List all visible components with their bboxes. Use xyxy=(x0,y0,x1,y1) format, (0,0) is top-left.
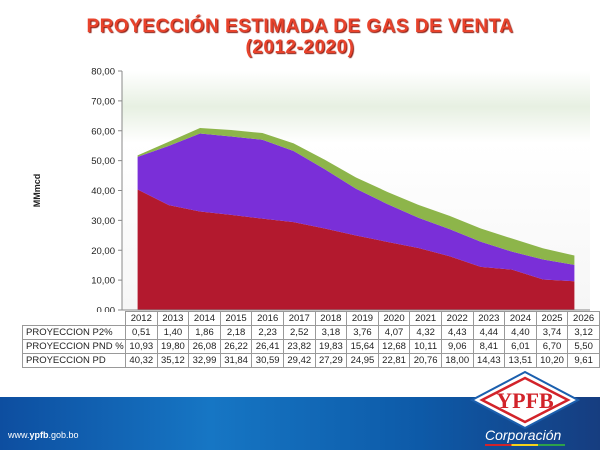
title-line2: (2012-2020) xyxy=(245,37,355,58)
series-name: PROYECCION PND % xyxy=(22,339,126,354)
data-label: 2,23 xyxy=(251,325,284,340)
x-tick-label: 2013 xyxy=(156,311,190,326)
data-label: 23,82 xyxy=(282,339,316,354)
x-tick-label: 2016 xyxy=(251,311,284,326)
x-tick-label: 2021 xyxy=(409,311,442,326)
table-row: PROYECCION PND % 10,93 19,80 26,08 26,22 26,4… xyxy=(22,339,600,354)
table-row: PROYECCION P2% 0,51 1,40 1,86 2,18 2,23 2,52 3,… xyxy=(22,325,600,340)
data-label: 31,84 xyxy=(219,353,253,368)
corporacion-label: Corporación xyxy=(485,427,562,443)
data-label: 35,12 xyxy=(156,353,190,368)
y-tick-label: 0,00 xyxy=(97,306,116,313)
data-label: 19,80 xyxy=(156,339,190,354)
x-tick-label: 2012 xyxy=(125,311,158,326)
x-tick-label: 2014 xyxy=(188,311,221,326)
data-label: 26,22 xyxy=(219,339,253,354)
x-tick-label: 2025 xyxy=(535,311,569,326)
data-label: 8,41 xyxy=(472,339,506,354)
data-label: 32,99 xyxy=(188,353,221,368)
tricolor-underline xyxy=(485,444,565,446)
data-label: 1,40 xyxy=(156,325,190,340)
table-corner xyxy=(23,312,126,326)
y-tick-label: 60,00 xyxy=(91,126,115,137)
data-label: 10,20 xyxy=(535,353,569,368)
y-tick-label: 80,00 xyxy=(91,67,115,78)
data-label: 1,86 xyxy=(188,325,221,340)
data-label: 3,12 xyxy=(567,325,600,340)
data-label: 6,01 xyxy=(504,339,537,354)
x-tick-label: 2019 xyxy=(346,311,379,326)
data-label: 2,18 xyxy=(219,325,253,340)
data-label: 6,70 xyxy=(535,339,569,354)
data-label: 30,59 xyxy=(251,353,284,368)
data-label: 14,43 xyxy=(472,353,506,368)
data-label: 3,18 xyxy=(314,325,348,340)
website-url[interactable]: www.ypfb.gob.bo xyxy=(8,430,79,440)
svg-text:YPFB: YPFB xyxy=(496,388,554,413)
data-label: 2,52 xyxy=(282,325,316,340)
ypfb-logo: YPFB xyxy=(470,370,580,430)
y-tick-label: 70,00 xyxy=(91,96,115,107)
data-label: 19,83 xyxy=(314,339,348,354)
data-label: 29,42 xyxy=(282,353,316,368)
data-label: 40,32 xyxy=(125,353,158,368)
area-series-1 xyxy=(137,133,575,282)
data-label: 4,44 xyxy=(472,325,506,340)
data-table: 2012 2013 2014 2015 2016 2017 2018 2019 2020 2021… xyxy=(22,311,600,368)
area-series-0 xyxy=(137,189,575,310)
data-label: 18,00 xyxy=(440,353,474,368)
x-tick-label: 2026 xyxy=(567,311,600,326)
data-label: 4,32 xyxy=(409,325,442,340)
title-line1: PROYECCIÓN ESTIMADA DE GAS DE VENTA xyxy=(86,16,514,37)
x-tick-label: 2024 xyxy=(504,311,537,326)
y-tick-label: 20,00 xyxy=(91,246,115,257)
x-tick-label: 2023 xyxy=(472,311,506,326)
data-label: 13,51 xyxy=(504,353,537,368)
data-label: 5,50 xyxy=(567,339,600,354)
data-label: 10,93 xyxy=(125,339,158,354)
x-tick-label: 2018 xyxy=(314,311,348,326)
x-tick-label: 2015 xyxy=(219,311,253,326)
data-label: 27,29 xyxy=(314,353,348,368)
x-tick-label: 2022 xyxy=(440,311,474,326)
table-header-row: 2012 2013 2014 2015 2016 2017 2018 2019 2020 2021… xyxy=(23,311,600,326)
data-label: 9,06 xyxy=(440,339,474,354)
data-label: 0,51 xyxy=(125,325,158,340)
y-tick-label: 10,00 xyxy=(91,276,115,287)
data-label: 24,95 xyxy=(346,353,379,368)
data-label: 20,76 xyxy=(409,353,442,368)
series-name: PROYECCION PD xyxy=(22,353,126,368)
data-label: 26,41 xyxy=(251,339,284,354)
data-label: 3,76 xyxy=(346,325,379,340)
data-label: 15,64 xyxy=(346,339,379,354)
data-label: 4,40 xyxy=(504,325,537,340)
data-label: 4,43 xyxy=(440,325,474,340)
table-row: PROYECCION PD 40,32 35,12 32,99 31,84 30,59 29… xyxy=(22,353,600,368)
y-tick-label: 50,00 xyxy=(91,156,115,167)
x-tick-label: 2020 xyxy=(377,311,411,326)
stacked-area-chart: 0,00 10,00 20,00 30,00 40,00 50,00 60,00 70,00 8… xyxy=(32,67,590,313)
data-label: 9,61 xyxy=(567,353,600,368)
series-name: PROYECCION P2% xyxy=(22,325,126,340)
y-axis-label: MMmcd xyxy=(32,174,42,208)
y-tick-label: 40,00 xyxy=(91,186,115,197)
data-label: 4,07 xyxy=(377,325,411,340)
data-label: 22,81 xyxy=(377,353,411,368)
data-label: 3,74 xyxy=(535,325,569,340)
x-tick-label: 2017 xyxy=(282,311,316,326)
y-tick-label: 30,00 xyxy=(91,216,115,227)
area-series-2 xyxy=(137,127,575,265)
data-label: 12,68 xyxy=(377,339,411,354)
data-label: 26,08 xyxy=(188,339,221,354)
data-label: 10,11 xyxy=(409,339,442,354)
